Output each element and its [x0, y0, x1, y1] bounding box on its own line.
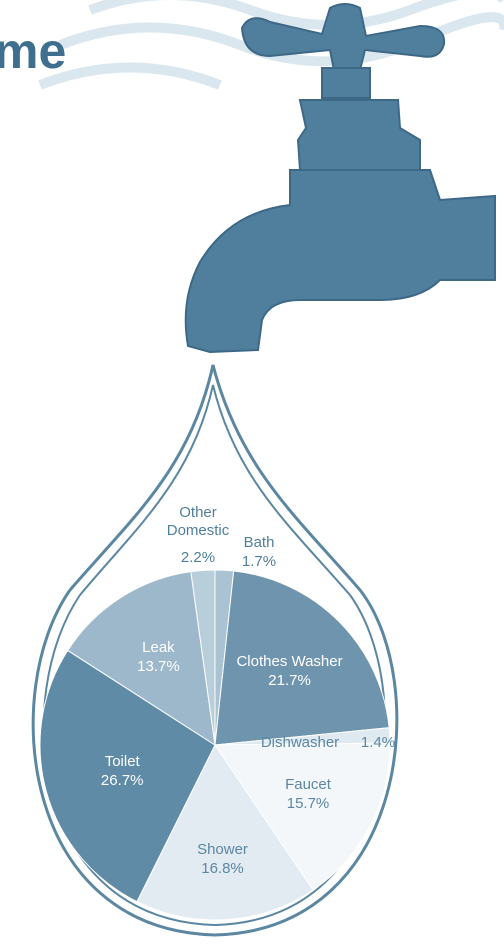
slice-label: Leak	[142, 639, 175, 657]
title: me	[0, 23, 66, 79]
slice-value-label: 1.4%	[361, 734, 395, 752]
slice-value-label: 16.8%	[201, 860, 244, 878]
slice-value-label: 2.2%	[181, 549, 215, 567]
faucet	[186, 4, 495, 352]
slice-value-label: 26.7%	[101, 772, 144, 790]
slice-value-label: 21.7%	[268, 672, 311, 690]
slice-label: Other Domestic	[158, 504, 238, 540]
chart: me	[0, 0, 504, 945]
slice-label: Clothes Washer	[236, 653, 342, 671]
slice-label: Faucet	[285, 776, 331, 794]
slice-label: Shower	[197, 841, 248, 859]
page: me Bath1.7% Clothes Washer21.7% Dishwasher…	[0, 0, 504, 945]
slice-label: Bath	[244, 534, 275, 552]
slice-value-label: 15.7%	[287, 795, 330, 813]
slice-value-label: 1.7%	[242, 553, 276, 571]
slice-label: Dishwasher	[261, 734, 339, 752]
slice-value-label: 13.7%	[137, 658, 180, 676]
slice-label: Toilet	[105, 753, 140, 771]
